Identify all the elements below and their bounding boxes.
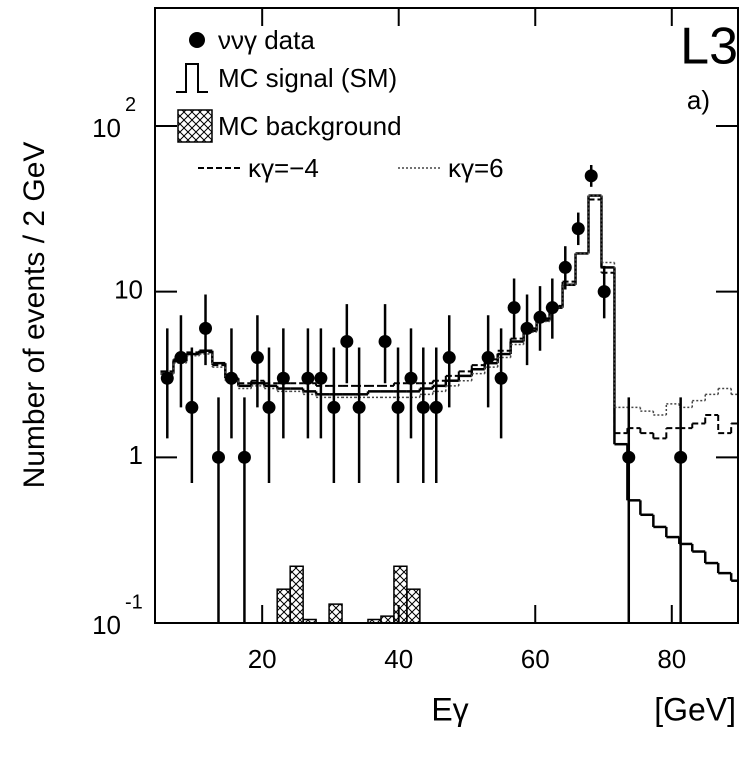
data-point: [597, 285, 611, 299]
x-tick-label: 40: [384, 644, 413, 674]
data-point: [250, 351, 264, 365]
data-point: [404, 371, 418, 385]
data-point: [481, 351, 495, 365]
plot-frame: [154, 7, 739, 624]
y-tick-label: 1: [129, 440, 143, 470]
background-bar: [406, 588, 421, 623]
legend-swatch: [177, 109, 213, 143]
background-bar: [328, 603, 343, 623]
legend-label: κγ=6: [448, 153, 504, 183]
data-point: [301, 371, 315, 385]
data-point: [276, 371, 290, 385]
data-point: [416, 400, 430, 414]
background-bar: [393, 565, 408, 623]
legend-marker: [189, 32, 205, 48]
y-tick-label: 10: [114, 275, 143, 305]
x-axis-unit: [GeV]: [654, 691, 736, 727]
legend-label: MC signal (SM): [218, 63, 397, 93]
data-point: [533, 310, 547, 324]
y-tick-label: 10: [92, 610, 121, 640]
x-axis-label: Eγ: [431, 691, 468, 727]
data-point: [507, 301, 521, 315]
x-tick-label: 60: [521, 644, 550, 674]
data-point: [378, 335, 392, 349]
y-tick-label: 10: [92, 113, 121, 143]
data-point: [237, 450, 251, 464]
panel-label: a): [687, 85, 710, 115]
data-point: [442, 351, 456, 365]
data-point: [520, 321, 534, 335]
data-point: [545, 301, 559, 315]
data-point: [622, 450, 636, 464]
experiment-label: L3: [680, 18, 738, 76]
data-point: [224, 371, 238, 385]
y-axis-label: Number of events / 2 GeV: [18, 142, 51, 489]
data-point: [558, 260, 572, 274]
data-point: [262, 400, 276, 414]
data-point: [340, 335, 354, 349]
data-point: [674, 450, 688, 464]
data-point: [584, 169, 598, 183]
x-tick-label: 80: [657, 644, 686, 674]
data-point: [429, 400, 443, 414]
legend-label: ννγ data: [218, 25, 315, 55]
data-point: [185, 400, 199, 414]
legend-label: MC background: [218, 111, 402, 141]
data-point: [352, 400, 366, 414]
legend-swatch: [176, 63, 208, 93]
background-bar: [289, 565, 304, 623]
data-point: [174, 351, 188, 365]
data-point: [314, 371, 328, 385]
background-bar: [276, 588, 291, 623]
x-tick-label: 20: [248, 644, 277, 674]
data-point: [494, 371, 508, 385]
background-bar: [380, 615, 395, 623]
legend-label: κγ=−4: [248, 153, 319, 183]
data-point: [199, 321, 213, 335]
data-point: [571, 222, 585, 236]
data-point: [160, 371, 174, 385]
plot-area: [160, 165, 738, 623]
y-tick-exponent: 2: [125, 94, 136, 116]
data-point: [327, 400, 341, 414]
data-point: [211, 450, 225, 464]
data-point: [391, 400, 405, 414]
y-tick-exponent: -1: [125, 591, 143, 613]
